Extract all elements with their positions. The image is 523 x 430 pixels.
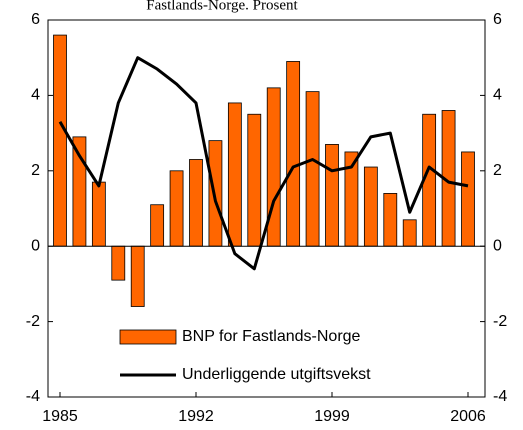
y2-tick-label: 2 xyxy=(493,162,502,179)
x-tick-label: 1999 xyxy=(314,408,350,425)
bar xyxy=(461,151,475,247)
y2-tick-label: 0 xyxy=(493,237,502,254)
bar xyxy=(266,87,281,247)
y-tick-label: 2 xyxy=(31,162,40,179)
bar xyxy=(247,113,262,247)
y2-tick-label: -2 xyxy=(493,313,507,330)
bar xyxy=(305,91,320,247)
bar xyxy=(286,61,301,247)
x-tick-label: 2006 xyxy=(450,408,486,425)
line xyxy=(58,56,469,271)
bar xyxy=(91,181,106,247)
bar xyxy=(169,170,184,247)
bar xyxy=(189,159,203,247)
bar xyxy=(383,193,398,247)
bar xyxy=(402,219,417,247)
y-tick-label: -2 xyxy=(26,313,40,330)
y-tick-label: 0 xyxy=(31,237,40,254)
y-tick-label: 4 xyxy=(31,87,40,104)
bar xyxy=(363,166,378,247)
x-tick-label: 1992 xyxy=(178,408,214,425)
y-tick-label: -4 xyxy=(26,388,40,405)
y2-tick-label: -4 xyxy=(493,388,507,405)
bar xyxy=(227,102,242,247)
bar xyxy=(111,245,126,281)
y2-tick-label: 4 xyxy=(493,87,502,104)
bar xyxy=(325,144,339,247)
bar xyxy=(150,204,165,247)
bar xyxy=(130,245,145,307)
legend-label: Underliggende utgiftsvekst xyxy=(182,366,371,383)
plot-frame xyxy=(47,19,486,398)
legend-label: BNP for Fastlands-Norge xyxy=(182,328,361,345)
chart-title: Fastlands-Norge. Prosent xyxy=(146,0,298,13)
y2-tick-label: 6 xyxy=(493,11,502,28)
x-tick-label: 1985 xyxy=(42,408,78,425)
bar xyxy=(53,34,67,247)
y-tick-label: 6 xyxy=(31,11,40,28)
legend-swatch xyxy=(119,329,177,345)
